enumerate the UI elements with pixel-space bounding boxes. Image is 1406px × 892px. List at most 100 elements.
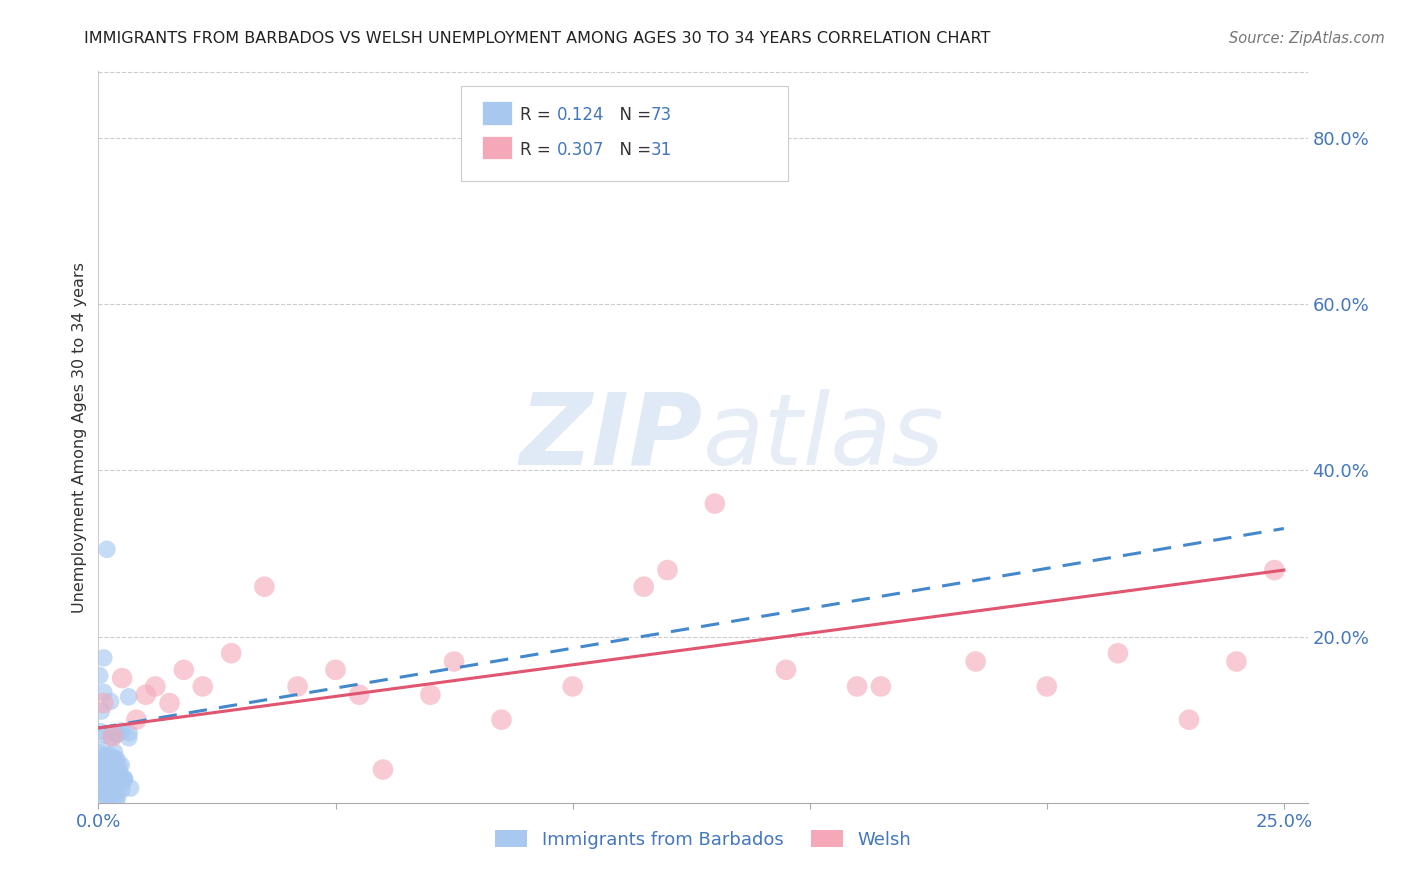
Point	[96, 788, 118, 802]
Point	[117, 690, 139, 704]
Point	[105, 794, 128, 808]
Point	[143, 680, 166, 694]
Point	[108, 766, 131, 780]
Point	[93, 761, 115, 775]
Point	[100, 730, 122, 744]
Point	[846, 680, 869, 694]
Point	[118, 731, 141, 745]
Point	[90, 768, 112, 782]
Point	[105, 728, 128, 742]
Point	[103, 769, 125, 783]
Point	[89, 746, 111, 760]
Point	[104, 751, 127, 765]
Point	[101, 769, 124, 783]
Text: Source: ZipAtlas.com: Source: ZipAtlas.com	[1229, 31, 1385, 46]
Point	[965, 655, 987, 669]
Point	[112, 772, 135, 787]
Text: atlas: atlas	[703, 389, 945, 485]
Point	[90, 755, 112, 769]
Point	[419, 688, 441, 702]
Point	[703, 497, 725, 511]
Text: R =: R =	[520, 105, 557, 123]
Point	[94, 748, 117, 763]
Point	[97, 764, 120, 779]
Point	[89, 765, 111, 780]
Point	[108, 759, 131, 773]
Legend: Immigrants from Barbados, Welsh: Immigrants from Barbados, Welsh	[495, 830, 911, 848]
Point	[89, 758, 111, 772]
Y-axis label: Unemployment Among Ages 30 to 34 years: Unemployment Among Ages 30 to 34 years	[72, 261, 87, 613]
Point	[159, 696, 181, 710]
Point	[90, 756, 112, 771]
Point	[114, 772, 136, 787]
Point	[91, 755, 114, 769]
Point	[173, 663, 195, 677]
Point	[101, 729, 124, 743]
Point	[657, 563, 679, 577]
Point	[110, 758, 132, 772]
Point	[93, 685, 115, 699]
Point	[347, 688, 370, 702]
FancyBboxPatch shape	[482, 102, 512, 125]
Point	[101, 787, 124, 801]
Point	[1107, 646, 1129, 660]
Point	[91, 782, 114, 797]
Point	[287, 680, 309, 694]
Point	[100, 694, 122, 708]
Point	[120, 780, 142, 795]
Point	[90, 776, 112, 790]
Point	[104, 787, 127, 801]
Text: 0.124: 0.124	[557, 105, 605, 123]
Point	[325, 663, 347, 677]
Point	[94, 728, 117, 742]
Point	[100, 789, 122, 803]
FancyBboxPatch shape	[482, 136, 512, 159]
Point	[118, 726, 141, 740]
Point	[101, 761, 124, 775]
Point	[94, 789, 117, 804]
Point	[90, 753, 112, 767]
Point	[93, 788, 115, 802]
Text: N =: N =	[609, 141, 657, 159]
Point	[371, 763, 394, 777]
Text: ZIP: ZIP	[520, 389, 703, 485]
Point	[96, 542, 118, 557]
Point	[561, 680, 583, 694]
Point	[94, 765, 117, 780]
Point	[89, 724, 111, 739]
Point	[491, 713, 513, 727]
Point	[103, 745, 125, 759]
Point	[105, 765, 128, 780]
Point	[1178, 713, 1201, 727]
Point	[87, 778, 110, 792]
Point	[108, 771, 131, 785]
Point	[100, 772, 122, 786]
Text: N =: N =	[609, 105, 657, 123]
Point	[97, 760, 120, 774]
FancyBboxPatch shape	[461, 86, 787, 181]
Point	[107, 726, 129, 740]
Point	[96, 750, 118, 764]
Point	[1036, 680, 1059, 694]
Point	[98, 748, 121, 763]
Point	[105, 752, 128, 766]
Point	[219, 646, 242, 660]
Point	[91, 743, 114, 757]
Point	[107, 765, 129, 780]
Text: 73: 73	[651, 105, 672, 123]
Point	[100, 785, 122, 799]
Point	[633, 580, 655, 594]
Point	[1225, 655, 1247, 669]
Point	[87, 768, 110, 782]
Point	[111, 671, 134, 685]
Point	[443, 655, 465, 669]
Text: 0.307: 0.307	[557, 141, 605, 159]
Point	[191, 680, 214, 694]
Point	[105, 762, 128, 776]
Point	[107, 790, 129, 805]
Text: 31: 31	[651, 141, 672, 159]
Point	[90, 756, 112, 770]
Point	[90, 704, 112, 718]
Point	[135, 688, 157, 702]
Point	[96, 767, 118, 781]
